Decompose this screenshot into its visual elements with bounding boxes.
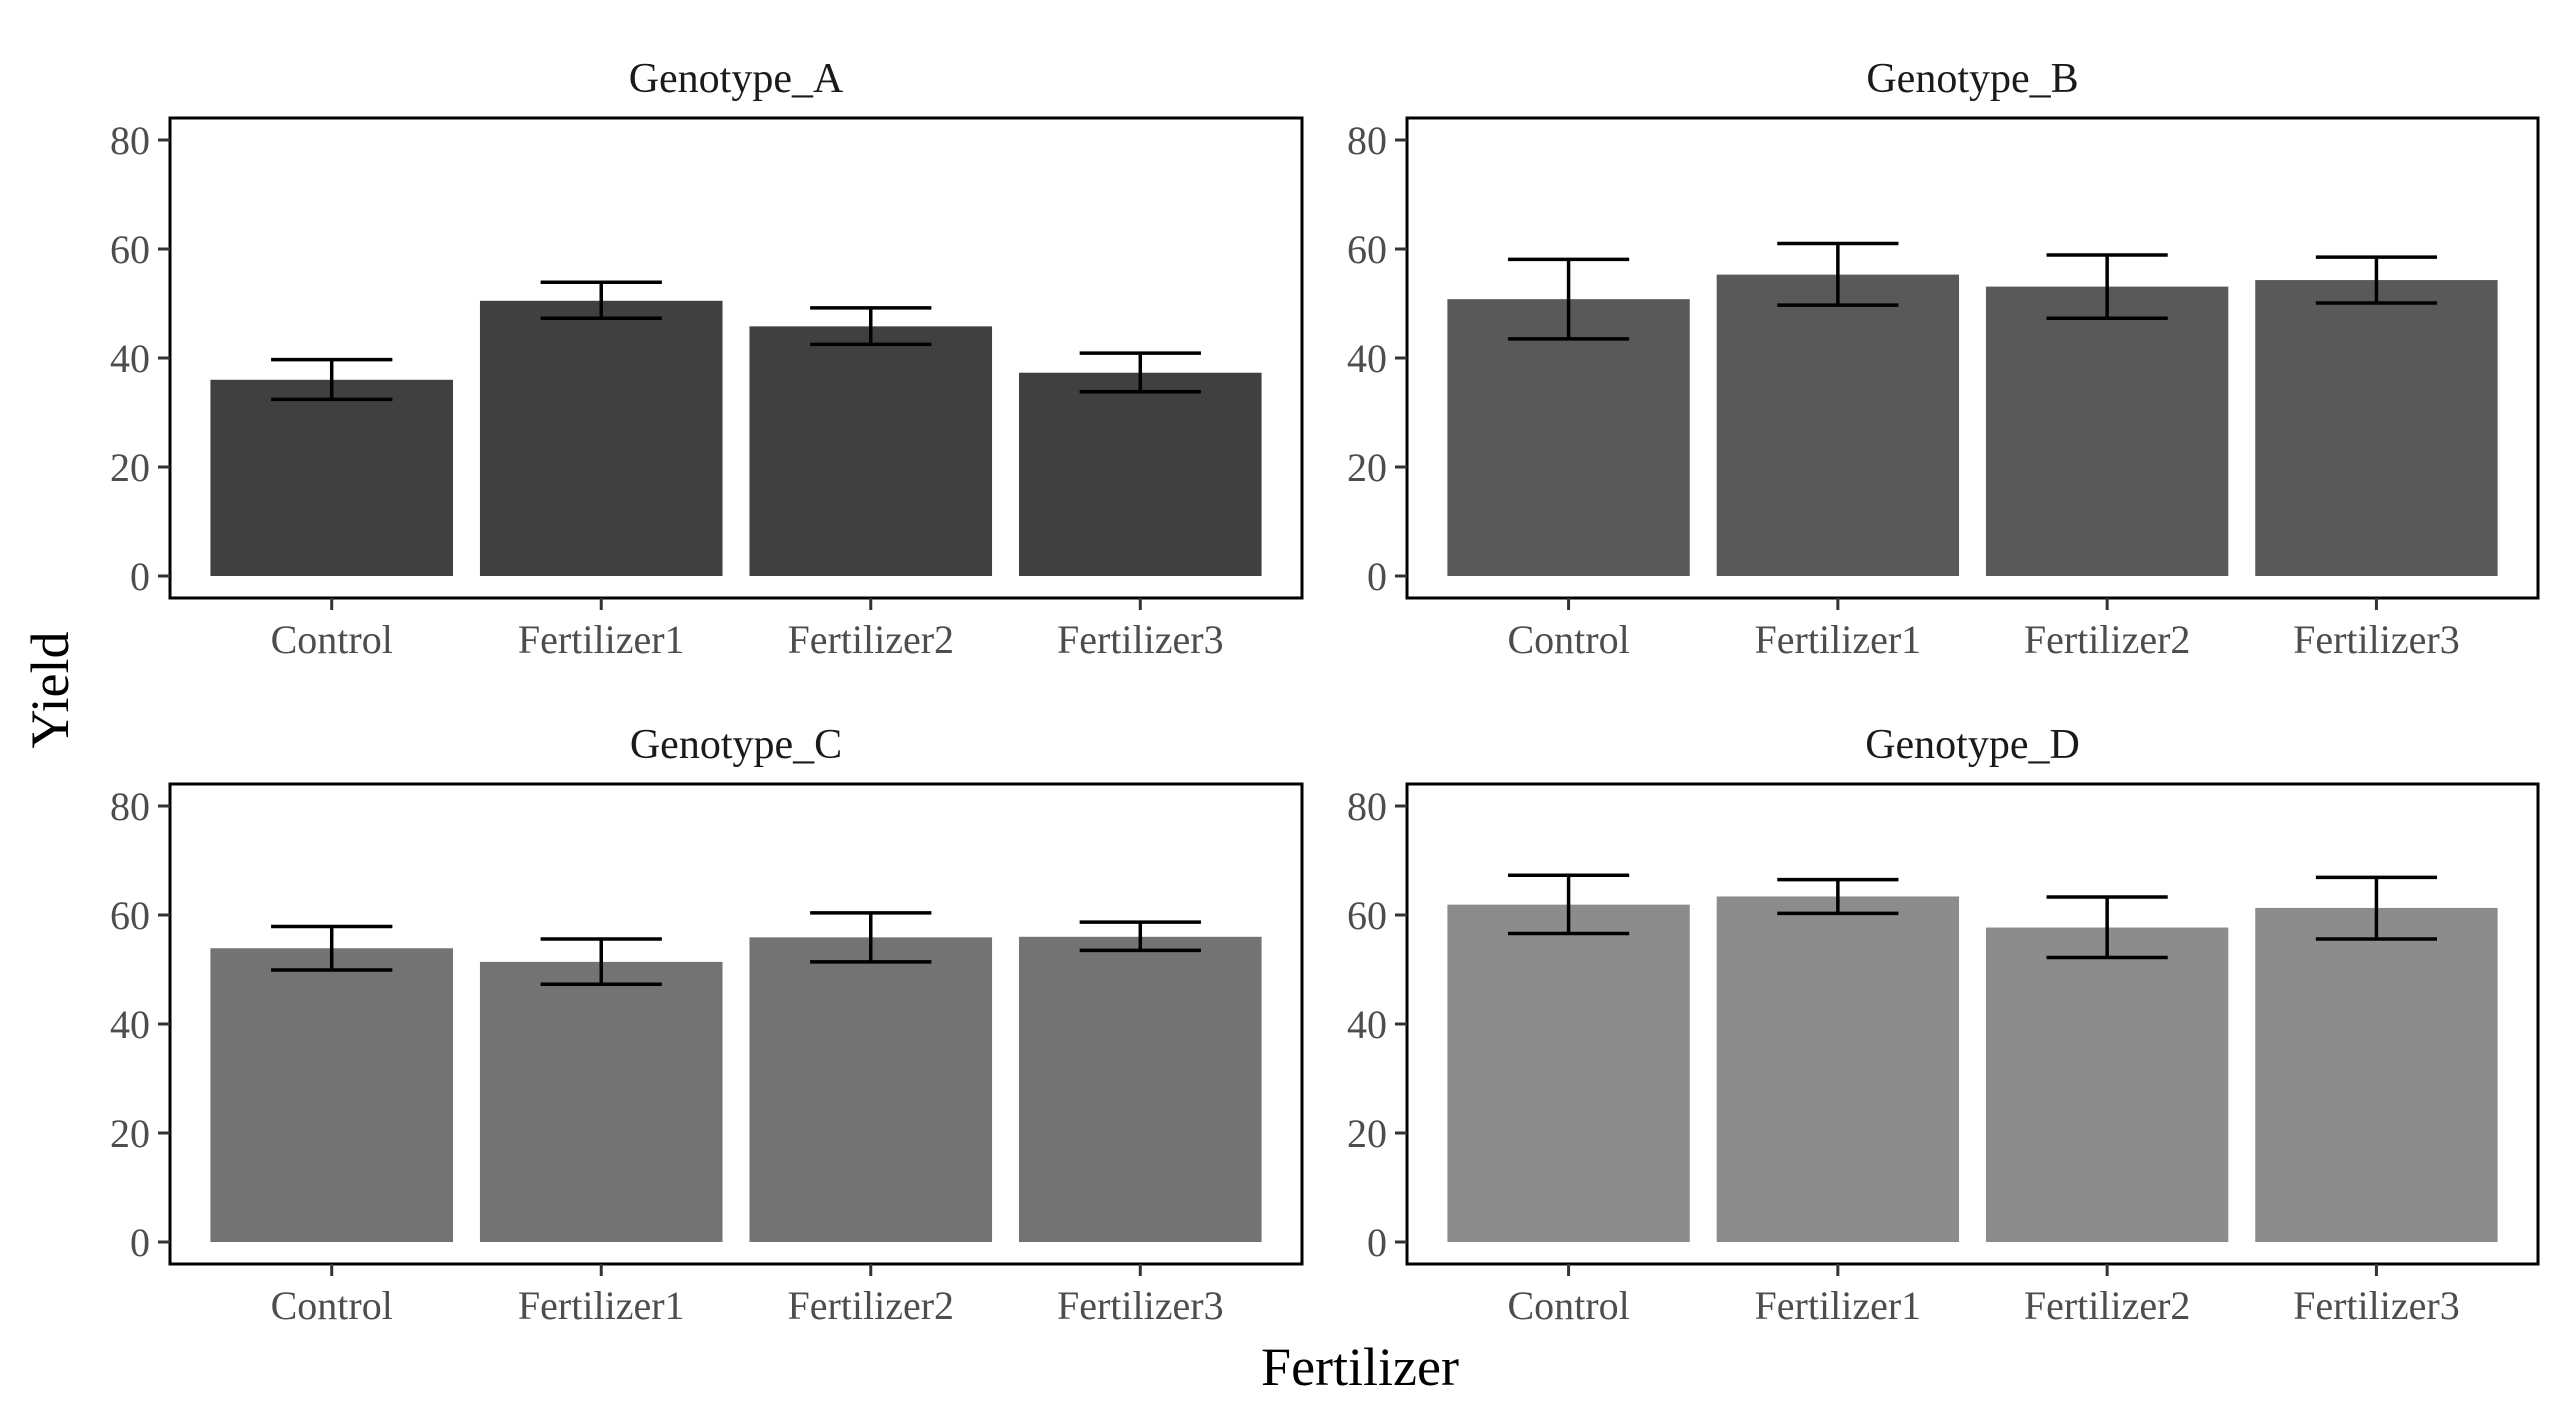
error-bar (1777, 241, 1899, 307)
error-bar (540, 937, 662, 986)
x-tick-label: Control (1507, 1283, 1629, 1328)
y-tick-label: 0 (1367, 554, 1387, 599)
x-tick-label: Fertilizer2 (2024, 1283, 2191, 1328)
bar (1019, 372, 1262, 576)
y-tick-label: 80 (1347, 118, 1387, 163)
x-tick-label: Fertilizer3 (1057, 617, 1224, 662)
facet-title: Genotype_B (1866, 56, 2078, 102)
bar (1985, 927, 2229, 1242)
x-tick-label: Fertilizer1 (1755, 1283, 1922, 1328)
bar (479, 300, 723, 576)
y-tick-label: 20 (110, 1111, 150, 1156)
y-tick-label: 80 (1347, 784, 1387, 829)
facet-title: Genotype_D (1865, 722, 2080, 768)
y-tick-label: 60 (110, 227, 150, 272)
x-tick-label: Fertilizer1 (1755, 617, 1922, 662)
error-bar (2315, 255, 2438, 305)
y-tick-label: 80 (110, 118, 150, 163)
error-bar (271, 924, 393, 972)
x-tick-label: Fertilizer3 (1057, 1283, 1224, 1328)
facet-title: Genotype_A (629, 56, 844, 102)
y-tick-label: 40 (110, 336, 150, 381)
y-tick-label: 0 (1367, 1220, 1387, 1265)
y-tick-label: 20 (1347, 1111, 1387, 1156)
y-tick-label: 0 (130, 554, 150, 599)
x-tick-label: Fertilizer2 (787, 617, 954, 662)
facet-panel-3: Genotype_C 0 20 40 60 80 Control Fertilizer1 Fer… (110, 722, 1304, 1328)
bar (1019, 936, 1262, 1242)
bar (2255, 280, 2498, 576)
error-bar (1079, 920, 1201, 953)
bar (1985, 286, 2229, 576)
bar (210, 948, 453, 1242)
bar (749, 937, 993, 1242)
error-bar (1507, 873, 1630, 936)
facet-panel-1: Genotype_A 0 20 40 60 80 Control Fertilizer1 Fer… (110, 56, 1304, 662)
error-bar (1507, 257, 1630, 341)
error-bar (810, 306, 932, 347)
error-bar (2046, 895, 2168, 960)
y-tick-label: 20 (1347, 445, 1387, 490)
x-tick-label: Fertilizer3 (2293, 1283, 2460, 1328)
x-tick-label: Fertilizer1 (518, 617, 685, 662)
error-bar (540, 280, 662, 320)
bar (2255, 907, 2498, 1242)
bar (210, 379, 453, 576)
error-bar (810, 911, 932, 964)
x-tick-label: Fertilizer2 (787, 1283, 954, 1328)
x-tick-label: Fertilizer1 (518, 1283, 685, 1328)
x-tick-label: Fertilizer2 (2024, 617, 2191, 662)
bar (1447, 299, 1690, 576)
y-tick-label: 80 (110, 784, 150, 829)
bar (1716, 896, 1960, 1242)
error-bar (1777, 877, 1899, 916)
y-tick-label: 0 (130, 1220, 150, 1265)
y-tick-label: 60 (1347, 893, 1387, 938)
x-axis-title: Fertilizer (1261, 1337, 1459, 1397)
facet-panel-4: Genotype_D 0 20 40 60 80 Control Fertilizer1 Fer… (1347, 722, 2540, 1328)
bar (749, 326, 993, 576)
facet-panel-2: Genotype_B 0 20 40 60 80 Control Fertilizer1 Fer… (1347, 56, 2540, 662)
y-axis-title: Yield (20, 632, 80, 749)
y-tick-label: 40 (110, 1002, 150, 1047)
y-tick-label: 40 (1347, 1002, 1387, 1047)
y-tick-label: 20 (110, 445, 150, 490)
x-tick-label: Fertilizer3 (2293, 617, 2460, 662)
error-bar (2046, 253, 2168, 320)
y-tick-label: 60 (110, 893, 150, 938)
y-tick-label: 40 (1347, 336, 1387, 381)
bar (1716, 274, 1960, 576)
error-bar (271, 357, 393, 402)
facet-title: Genotype_C (630, 722, 842, 768)
error-bar (1079, 351, 1201, 394)
x-tick-label: Control (271, 1283, 393, 1328)
y-tick-label: 60 (1347, 227, 1387, 272)
bar (479, 961, 723, 1242)
x-tick-label: Control (271, 617, 393, 662)
panels-layer: Genotype_A 0 20 40 60 80 Control Fertilizer1 Fer… (110, 56, 2540, 1328)
error-bar (2315, 875, 2438, 941)
x-tick-label: Control (1507, 617, 1629, 662)
bar (1447, 904, 1690, 1242)
